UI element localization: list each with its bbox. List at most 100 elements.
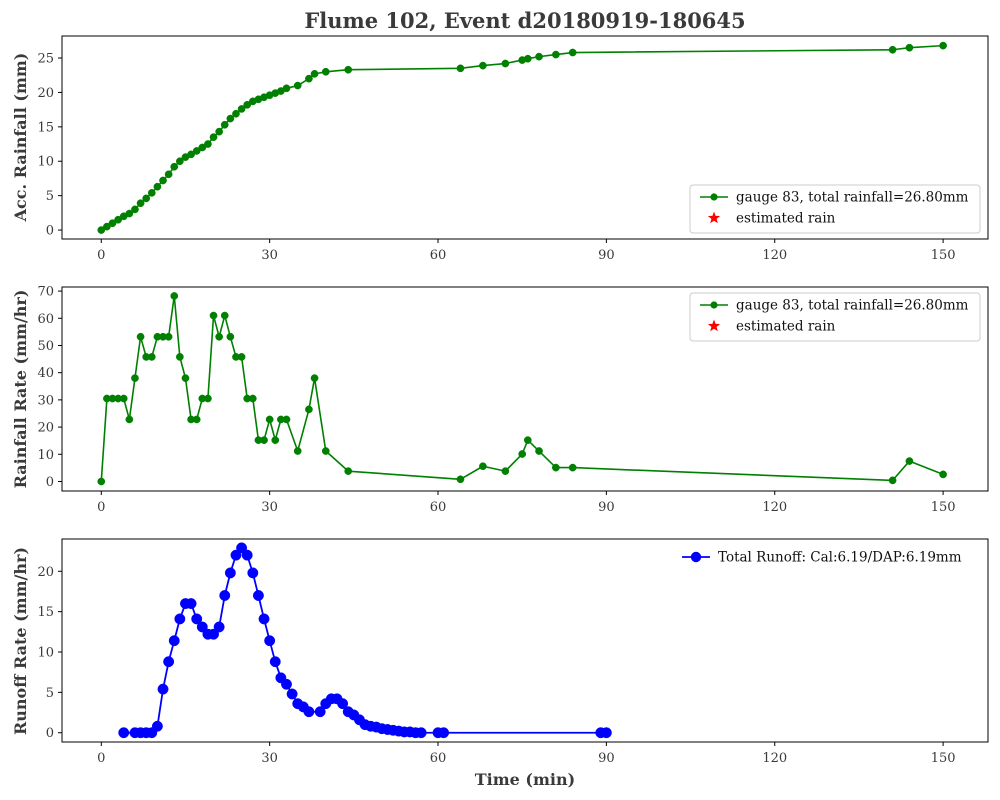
x-tick-label: 0 bbox=[97, 500, 105, 515]
data-point bbox=[97, 477, 106, 486]
rainfall-rate-panel: Rainfall Rate (mm/hr) 0 30 60 90 120 150 0 10 20… bbox=[11, 285, 989, 515]
data-point bbox=[236, 542, 248, 554]
data-point bbox=[568, 48, 577, 57]
data-point bbox=[185, 598, 197, 610]
legend-label: estimated rain bbox=[736, 319, 836, 335]
runoff-rate-panel: Runoff Rate (mm/hr) Time (min) 0 30 60 90 12… bbox=[11, 538, 989, 789]
data-point bbox=[265, 415, 274, 424]
data-point bbox=[192, 147, 201, 155]
data-point bbox=[103, 222, 111, 231]
data-point bbox=[438, 727, 450, 739]
data-point bbox=[344, 467, 353, 475]
data-point bbox=[213, 621, 225, 633]
x-tick-label: 60 bbox=[430, 500, 447, 515]
data-point bbox=[219, 590, 231, 601]
legend-marker bbox=[690, 551, 702, 563]
data-point bbox=[293, 447, 302, 455]
y-tick-label: 0 bbox=[46, 726, 54, 741]
data-point bbox=[888, 476, 897, 485]
chart-title: Flume 102, Event d20180919-180645 bbox=[304, 8, 745, 33]
axis-ticks: 0 30 60 90 120 150 0 5 10 15 20 bbox=[37, 565, 955, 766]
data-point bbox=[125, 415, 134, 424]
y-tick-label: 25 bbox=[37, 52, 54, 67]
data-point bbox=[456, 64, 465, 73]
data-point bbox=[168, 635, 180, 647]
data-point bbox=[215, 127, 223, 136]
y-tick-label: 15 bbox=[37, 605, 54, 620]
y-tick-label: 15 bbox=[37, 120, 54, 135]
legend: gauge 83, total rainfall=26.80mm estimate… bbox=[689, 292, 981, 342]
data-point bbox=[192, 415, 201, 424]
data-point bbox=[905, 43, 914, 52]
y-tick-label: 20 bbox=[37, 421, 54, 436]
data-point bbox=[164, 170, 173, 179]
data-point bbox=[176, 353, 184, 361]
data-point bbox=[147, 353, 156, 361]
data-point bbox=[118, 727, 130, 739]
x-tick-label: 90 bbox=[598, 248, 615, 263]
axes-frame bbox=[61, 286, 989, 492]
data-point bbox=[321, 447, 330, 455]
data-point bbox=[286, 688, 298, 700]
data-point bbox=[114, 215, 122, 224]
data-point bbox=[252, 590, 264, 601]
data-point bbox=[136, 199, 145, 208]
y-tick-label: 20 bbox=[37, 565, 54, 580]
legend-label: gauge 83, total rainfall=26.80mm bbox=[736, 190, 969, 206]
data-point bbox=[282, 415, 291, 424]
y-tick-label: 10 bbox=[37, 155, 54, 170]
data-point bbox=[209, 133, 218, 142]
data-point bbox=[888, 45, 897, 54]
data-point bbox=[415, 727, 427, 739]
x-tick-label: 150 bbox=[931, 248, 956, 263]
data-point bbox=[131, 205, 139, 214]
data-point bbox=[151, 720, 163, 732]
x-tick-label: 120 bbox=[762, 500, 787, 515]
data-point bbox=[196, 621, 208, 633]
x-tick-label: 120 bbox=[762, 248, 787, 263]
data-point bbox=[157, 683, 169, 695]
legend-marker bbox=[710, 301, 718, 309]
data-point bbox=[479, 61, 487, 70]
y-tick-label: 20 bbox=[37, 86, 54, 101]
y-tick-label: 70 bbox=[37, 285, 54, 300]
data-point bbox=[226, 332, 235, 341]
data-point bbox=[191, 613, 203, 625]
data-point bbox=[119, 394, 128, 403]
y-tick-label: 10 bbox=[37, 646, 54, 661]
y-tick-label: 40 bbox=[37, 366, 54, 381]
data-point bbox=[136, 332, 145, 341]
x-tick-label: 0 bbox=[97, 248, 105, 263]
data-point bbox=[281, 678, 292, 690]
data-point bbox=[164, 332, 173, 341]
data-point bbox=[241, 549, 253, 561]
data-point bbox=[208, 628, 219, 640]
data-point bbox=[159, 176, 167, 185]
data-point bbox=[303, 706, 315, 718]
axis-ticks: 0 30 60 90 120 150 0 5 10 15 20 25 bbox=[37, 52, 955, 263]
data-point bbox=[479, 462, 487, 471]
data-point bbox=[310, 70, 319, 78]
data-point bbox=[552, 463, 560, 472]
data-point bbox=[518, 450, 527, 458]
axis-ticks: 0 30 60 90 120 150 0 10 20 30 40 50 60 70 bbox=[37, 285, 955, 515]
data-point bbox=[344, 65, 353, 74]
y-axis-label: Runoff Rate (mm/hr) bbox=[11, 547, 30, 735]
x-tick-label: 60 bbox=[430, 248, 447, 263]
y-tick-label: 5 bbox=[46, 189, 54, 204]
y-tick-label: 5 bbox=[46, 686, 54, 701]
x-tick-label: 150 bbox=[931, 500, 956, 515]
legend-star-marker bbox=[707, 319, 721, 332]
data-point bbox=[215, 332, 223, 341]
data-point bbox=[198, 143, 207, 152]
data-point bbox=[568, 463, 577, 472]
data-point bbox=[293, 81, 302, 90]
data-point bbox=[204, 140, 212, 148]
legend-label: Total Runoff: Cal:6.19/DAP:6.19mm bbox=[718, 550, 962, 566]
x-tick-label: 0 bbox=[97, 751, 105, 766]
data-point bbox=[501, 59, 510, 68]
data-point bbox=[260, 436, 268, 444]
data-point bbox=[269, 656, 281, 668]
data-point bbox=[97, 226, 106, 234]
